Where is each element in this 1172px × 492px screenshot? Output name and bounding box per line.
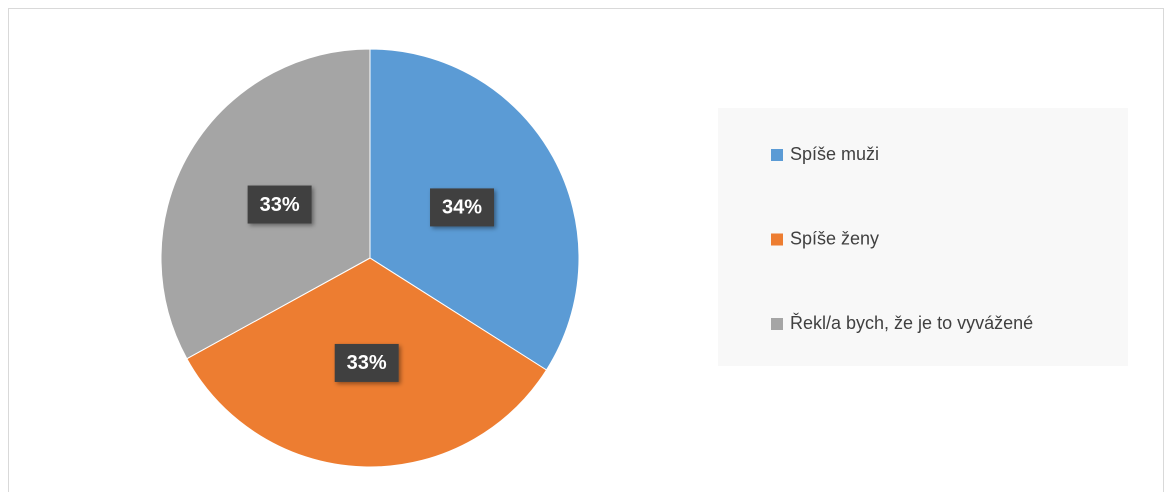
- data-label: 33%: [260, 194, 300, 216]
- data-label-box: [334, 343, 399, 382]
- data-label-box: [430, 188, 495, 227]
- legend-label: Řekl/a bych, že je to vyvážené: [790, 313, 1033, 333]
- legend-swatch: [771, 149, 783, 161]
- legend-label: Spíše ženy: [790, 228, 879, 248]
- legend-swatch: [771, 318, 783, 330]
- data-label: 34%: [442, 197, 482, 219]
- legend-swatch: [771, 233, 783, 246]
- data-label-box: [247, 185, 312, 224]
- data-label: 33%: [347, 352, 387, 374]
- legend-label: Spíše muži: [790, 144, 879, 164]
- legend-box: [718, 108, 1128, 366]
